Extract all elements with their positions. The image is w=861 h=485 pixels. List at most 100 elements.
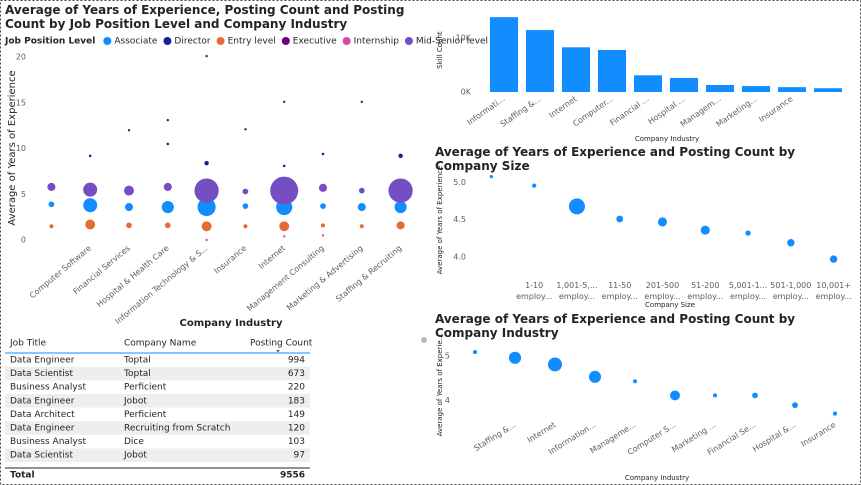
chart-title: Average of Years of Experience and Posti…	[435, 312, 796, 340]
table-cell: 103	[288, 437, 305, 447]
bubble	[657, 217, 668, 227]
table-cell: Data Architect	[10, 410, 75, 420]
bubble	[548, 357, 562, 372]
bubble	[85, 219, 96, 230]
legend-swatch	[103, 37, 112, 45]
bubble	[243, 224, 248, 229]
bubble	[670, 390, 680, 401]
x-tick-label: 1-10 employ...	[516, 281, 553, 301]
bar	[705, 85, 735, 92]
table-cell: 994	[288, 356, 305, 366]
bubble	[568, 198, 585, 215]
bar	[777, 87, 807, 92]
legend-label: Mid-Senior level	[416, 37, 488, 47]
row-stripe	[5, 366, 310, 381]
legend-swatch	[342, 37, 351, 45]
legend-label: Internship	[354, 37, 400, 47]
bubble	[242, 188, 249, 195]
y-tick-label: 15	[16, 98, 26, 107]
bubble	[242, 203, 249, 210]
bubble	[88, 154, 92, 158]
chart-title-box: Average of Years of Experience and Posti…	[435, 312, 796, 340]
table-cell: 120	[288, 424, 305, 434]
bar	[741, 86, 771, 92]
legend-label: Entry level	[228, 37, 276, 47]
row-stripe	[5, 394, 310, 408]
legend-swatch	[404, 37, 413, 45]
y-axis-title: Average of Years of Experie...	[436, 334, 444, 437]
y-axis-title: Average of Years of Experience	[7, 70, 18, 225]
bubble	[616, 215, 624, 223]
row-stripe	[5, 448, 310, 462]
bubble	[588, 370, 602, 383]
bubble	[197, 198, 216, 217]
legend-swatch	[281, 37, 290, 45]
bubble	[508, 351, 522, 364]
y-tick-label: 5	[21, 190, 26, 199]
bubble	[282, 164, 286, 168]
x-tick-label: 1,001-5,... employ...	[556, 281, 598, 301]
bubble	[321, 234, 325, 237]
bubble	[359, 224, 364, 229]
x-tick-label: 5,001-1... employ...	[728, 281, 768, 301]
x-tick-label-box: 201-500 employ...	[644, 281, 681, 301]
bar	[633, 75, 663, 92]
chart-title: Average of Years of Experience, Posting …	[5, 3, 405, 31]
bar	[525, 30, 555, 92]
total-value: 9556	[280, 471, 305, 481]
x-tick-label: 201-500 employ...	[644, 281, 681, 301]
bubble	[48, 201, 55, 208]
legend-swatch	[216, 37, 225, 45]
bubble	[126, 222, 132, 229]
bar	[813, 88, 843, 92]
bubble	[787, 239, 795, 247]
table-cell: Dice	[124, 437, 144, 447]
column-header: Job Title	[9, 339, 46, 349]
bubble	[244, 128, 247, 131]
table-cell: Data Engineer	[10, 356, 75, 366]
bubble	[124, 185, 134, 196]
x-tick-label: 10,001+ employ...	[815, 281, 852, 301]
table-cell: Toptal	[123, 356, 151, 366]
row-stripe	[5, 421, 310, 435]
x-tick-label: 501-1,000 employ...	[770, 281, 812, 301]
legend-label: Director	[174, 37, 210, 47]
y-tick-label: 5	[445, 352, 450, 361]
bubble	[283, 100, 286, 104]
bubble	[829, 255, 838, 263]
bubble	[205, 54, 208, 58]
y-axis-title: Average of Years of Experience	[436, 166, 444, 275]
bubble	[283, 235, 286, 238]
bubble	[472, 350, 478, 355]
bubble	[321, 152, 325, 156]
bubble	[394, 200, 407, 214]
table-cell: Data Engineer	[10, 424, 75, 434]
table-cell: Jobot	[123, 396, 147, 406]
bubble	[320, 203, 326, 210]
bubble	[161, 200, 174, 214]
total-label: Total	[10, 471, 35, 481]
bubble	[163, 182, 172, 191]
bubble	[792, 402, 798, 409]
table-cell: Perficient	[124, 410, 167, 420]
column-header: Posting Count	[250, 339, 313, 349]
table-cell: Toptal	[123, 369, 151, 379]
y-tick-label: 4.0	[453, 252, 466, 261]
bubble	[49, 224, 54, 229]
bubble	[388, 178, 413, 203]
table-cell: Recruiting from Scratch	[124, 424, 230, 434]
table-cell: 97	[294, 451, 305, 461]
bubble	[712, 393, 718, 398]
bubble	[489, 175, 494, 179]
bubble	[83, 182, 98, 197]
bubble	[320, 223, 326, 228]
bubble	[166, 118, 169, 122]
bubble	[124, 203, 134, 212]
bubble	[832, 411, 838, 416]
bar	[561, 47, 591, 92]
x-tick-label-box: 11-50 employ...	[602, 281, 638, 301]
table-cell: 220	[288, 383, 305, 393]
bubble	[127, 129, 131, 132]
table-cell: 673	[288, 369, 305, 379]
